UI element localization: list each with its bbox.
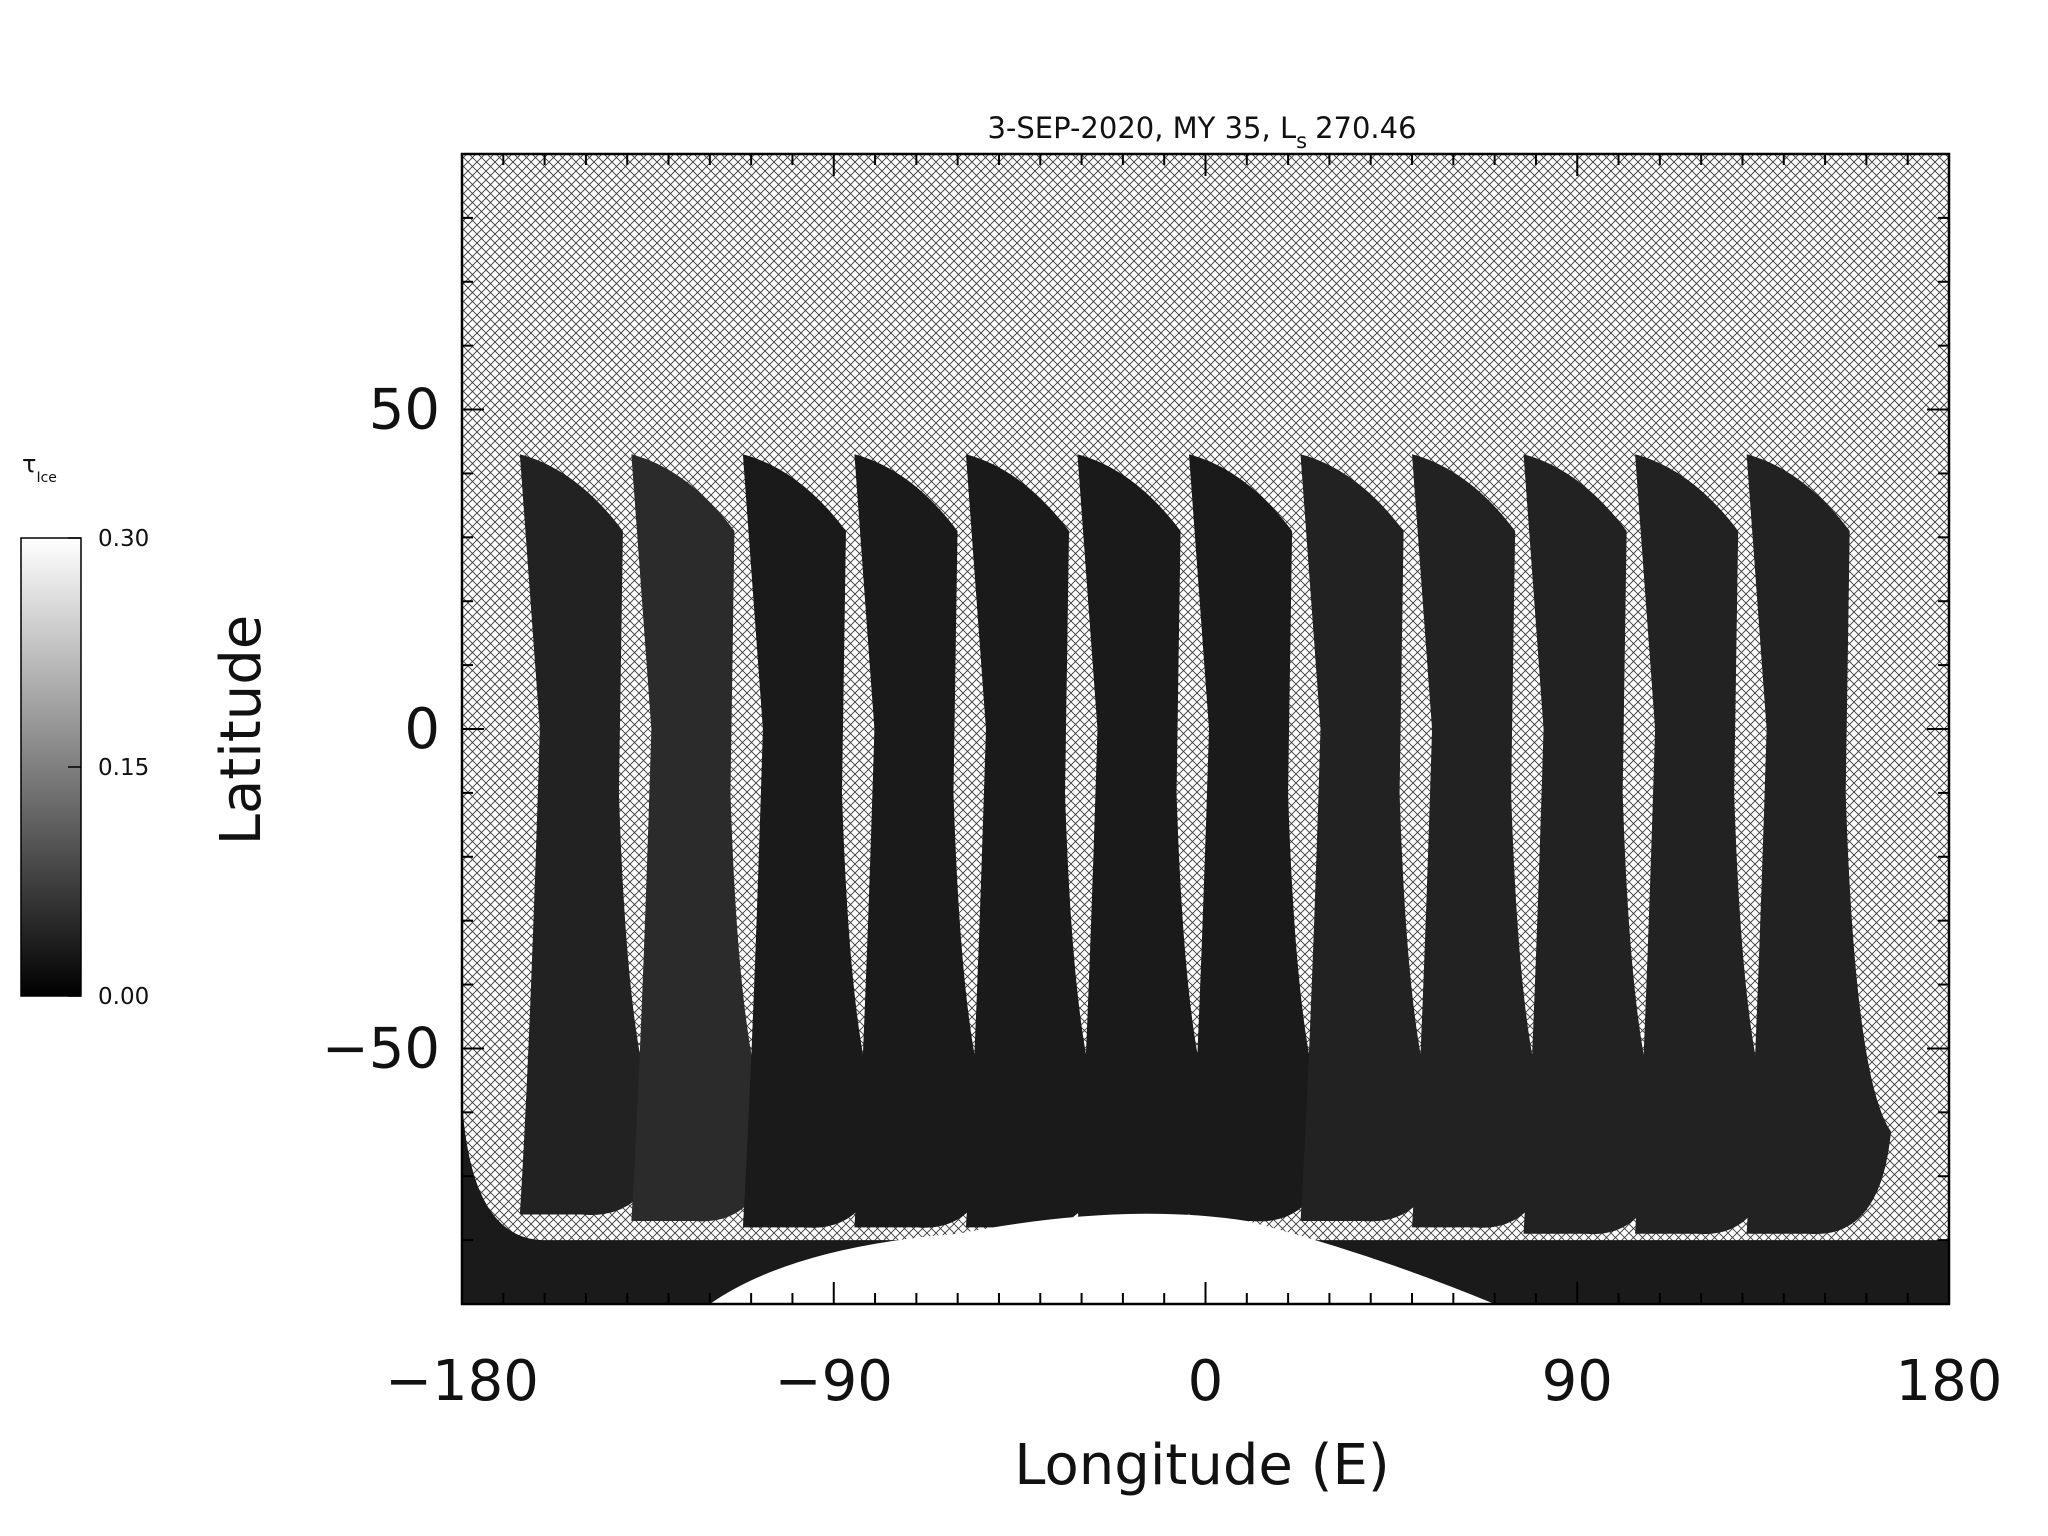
swath-5 (965, 454, 1111, 1228)
colorbar-ticks: 0.00 0.15 0.30 (68, 526, 149, 1010)
colorbar: τIce 0.00 0.15 0.30 (20, 450, 149, 1010)
colorbar-tick-label: 0.15 (98, 755, 149, 781)
swath-11 (1635, 454, 1780, 1235)
y-tick-label: −50 (322, 1016, 440, 1081)
swath-3 (742, 454, 888, 1228)
polar-cap (709, 1213, 1495, 1304)
swath-layer (462, 454, 1949, 1304)
swath-2 (631, 454, 776, 1222)
swath-6 (1077, 454, 1222, 1228)
x-tick-label: −90 (775, 1349, 893, 1414)
x-tick-label: 0 (1188, 1349, 1224, 1414)
colorbar-label: τIce (22, 450, 57, 486)
x-tick-label: 90 (1542, 1349, 1613, 1414)
x-tick-labels: −180 −90 0 90 180 (385, 1349, 2002, 1414)
y-tick-label: 0 (404, 697, 440, 762)
y-tick-labels: −50 0 50 (322, 378, 440, 1082)
minor-ticks (462, 153, 1949, 1305)
swath-4 (854, 454, 999, 1228)
y-tick-label: 50 (369, 378, 440, 443)
swath-12 (1746, 454, 1891, 1235)
x-tick-label: −180 (385, 1349, 539, 1414)
swath-7 (1188, 454, 1334, 1222)
colorbar-tick-label: 0.00 (98, 984, 149, 1010)
swath-8 (1300, 454, 1445, 1222)
swath-1 (519, 454, 665, 1215)
chart-title: 3-SEP-2020, MY 35, Ls 270.46 (987, 111, 1416, 153)
x-axis-label: Longitude (E) (1014, 1433, 1389, 1498)
major-ticks (461, 154, 1950, 1304)
y-axis-label: Latitude (209, 615, 274, 845)
swath-9 (1412, 454, 1557, 1228)
swath-10 (1523, 454, 1668, 1235)
x-tick-label: 180 (1896, 1349, 2003, 1414)
colorbar-tick-label: 0.30 (98, 526, 149, 552)
